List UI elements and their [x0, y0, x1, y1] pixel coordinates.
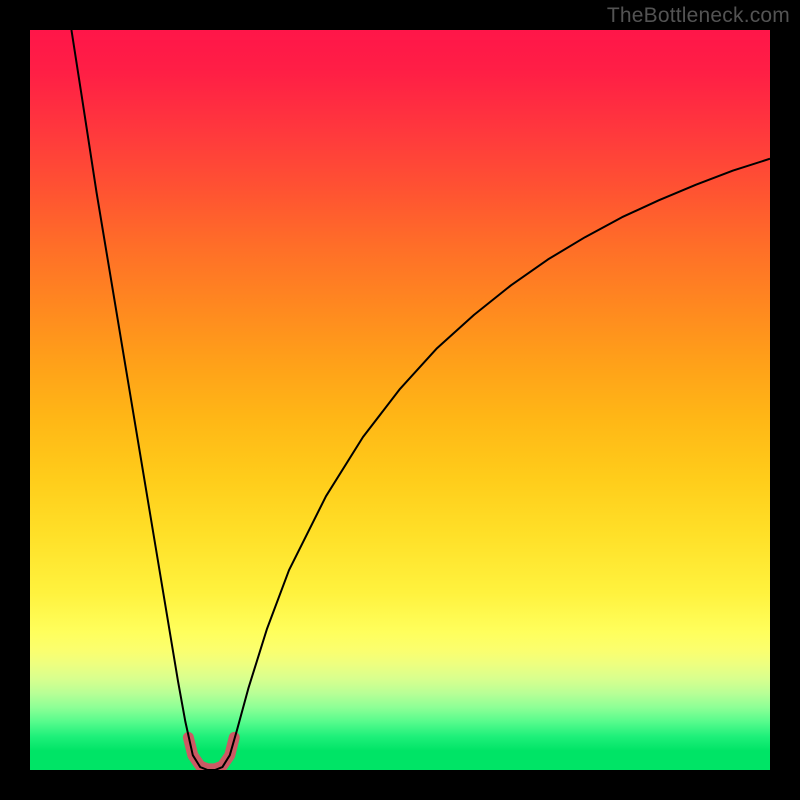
- curve-layer: [30, 30, 770, 770]
- figure-root: TheBottleneck.com: [0, 0, 800, 800]
- plot-area: [30, 30, 770, 770]
- bottleneck-curve: [71, 30, 770, 770]
- optimal-marker: [188, 737, 234, 768]
- watermark-text: TheBottleneck.com: [607, 4, 790, 28]
